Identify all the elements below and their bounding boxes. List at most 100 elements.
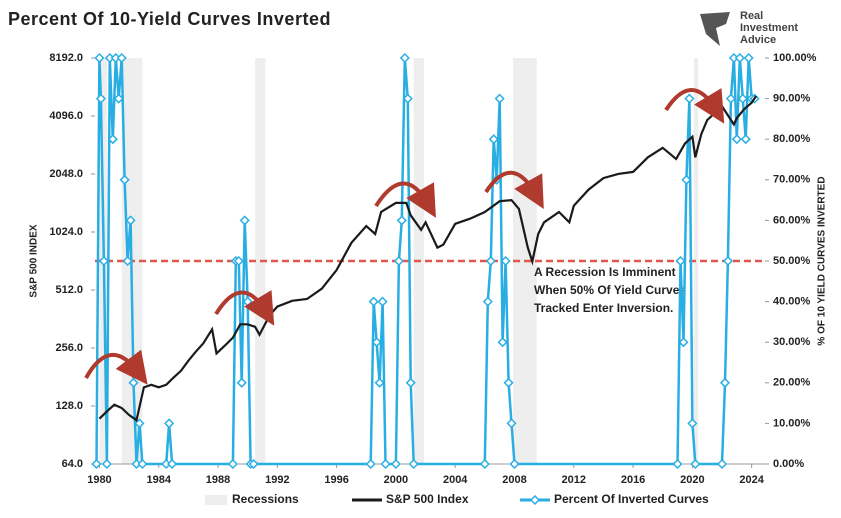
y2-tick-label: 90.00% xyxy=(773,93,811,105)
y2-tick-label: 70.00% xyxy=(773,174,811,186)
arrow xyxy=(374,181,436,218)
marker xyxy=(119,174,130,185)
x-tick-label: 1992 xyxy=(265,474,289,486)
y2-tick-label: 20.00% xyxy=(773,377,811,389)
marker xyxy=(371,337,382,348)
marker xyxy=(716,458,728,470)
marker xyxy=(390,458,401,470)
marker xyxy=(494,93,505,104)
arrow xyxy=(664,88,725,124)
logo-text: Real xyxy=(740,10,763,22)
marker xyxy=(500,255,511,267)
marker xyxy=(672,458,683,470)
y2-tick-label: 40.00% xyxy=(773,296,811,308)
marker xyxy=(137,458,148,470)
y2-tick-label: 50.00% xyxy=(773,255,811,267)
y2-tick-label: 80.00% xyxy=(773,133,811,145)
marker xyxy=(497,337,508,348)
y-tick-label: 8192.0 xyxy=(49,52,83,64)
marker xyxy=(239,215,250,226)
x-tick-label: 1988 xyxy=(206,474,230,486)
legend-label: Recessions xyxy=(232,492,299,506)
x-tick-label: 2004 xyxy=(443,474,468,486)
marker xyxy=(393,255,404,267)
marker xyxy=(684,93,695,104)
x-tick-label: 1996 xyxy=(324,474,348,486)
marker xyxy=(740,134,751,145)
y2-tick-label: 0.00% xyxy=(773,458,804,470)
marker xyxy=(681,174,692,185)
marker xyxy=(98,255,109,267)
marker xyxy=(380,458,391,470)
marker xyxy=(164,418,175,429)
series-line xyxy=(98,95,758,423)
marker xyxy=(365,458,376,470)
marker xyxy=(503,377,514,388)
marker xyxy=(737,93,748,104)
marker xyxy=(731,134,742,145)
y-tick-label: 4096.0 xyxy=(49,110,83,122)
marker xyxy=(678,337,689,348)
marker xyxy=(479,458,490,470)
marker xyxy=(125,215,136,226)
logo-text: Advice xyxy=(740,34,776,46)
marker xyxy=(236,377,247,388)
marker xyxy=(242,296,253,307)
marker xyxy=(506,418,517,429)
annotation: A Recession Is Imminent xyxy=(534,265,676,279)
x-tick-label: 2024 xyxy=(739,474,764,486)
marker xyxy=(167,458,178,470)
chart-title: Percent Of 10-Yield Curves Inverted xyxy=(8,9,331,29)
marker xyxy=(405,377,416,388)
marker xyxy=(722,255,734,267)
x-tick-label: 2012 xyxy=(562,474,586,486)
arrow xyxy=(484,170,544,209)
logo-text: Investment xyxy=(740,22,798,34)
y-tick-label: 128.0 xyxy=(55,400,83,412)
marker xyxy=(399,52,410,64)
x-tick-label: 2020 xyxy=(680,474,704,486)
marker xyxy=(227,458,238,470)
y2-tick-label: 100.00% xyxy=(773,52,817,64)
y-tick-label: 2048.0 xyxy=(49,168,83,180)
marker xyxy=(725,93,736,104)
legend-marker xyxy=(529,494,541,506)
marker xyxy=(408,458,419,470)
y-tick-label: 1024.0 xyxy=(49,226,83,238)
marker xyxy=(374,377,385,388)
marker xyxy=(101,458,112,470)
marker xyxy=(95,93,106,104)
y2-tick-label: 30.00% xyxy=(773,336,811,348)
marker xyxy=(734,52,745,64)
legend-label: S&P 500 Index xyxy=(386,492,469,506)
annotation: Tracked Enter Inversion. xyxy=(534,301,673,315)
y2-tick-label: 60.00% xyxy=(773,214,811,226)
marker xyxy=(113,93,124,104)
x-tick-label: 1980 xyxy=(87,474,111,486)
marker xyxy=(509,458,520,470)
marker xyxy=(107,134,118,145)
y-tick-label: 512.0 xyxy=(55,284,83,296)
logo-icon xyxy=(700,12,730,46)
legend-label: Percent Of Inverted Curves xyxy=(554,492,709,506)
y-tick-label: 256.0 xyxy=(55,342,83,354)
x-tick-label: 2000 xyxy=(384,474,408,486)
marker xyxy=(485,255,496,267)
marker xyxy=(134,418,145,429)
logo: Real Investment Advice xyxy=(700,10,798,46)
y-axis-label: S&P 500 INDEX xyxy=(29,224,40,298)
legend-swatch xyxy=(205,495,227,505)
marker xyxy=(248,458,259,470)
recession-band xyxy=(693,58,699,464)
x-tick-label: 2016 xyxy=(621,474,645,486)
marker xyxy=(377,296,388,307)
y2-tick-label: 10.00% xyxy=(773,417,811,429)
marker xyxy=(719,377,731,388)
annotation: When 50% Of Yield Curves xyxy=(534,283,686,297)
marker xyxy=(488,134,499,145)
marker xyxy=(687,418,698,429)
arrow xyxy=(84,349,148,385)
x-tick-label: 1984 xyxy=(146,474,171,486)
marker xyxy=(396,215,407,226)
annotation-arrows xyxy=(84,88,725,385)
